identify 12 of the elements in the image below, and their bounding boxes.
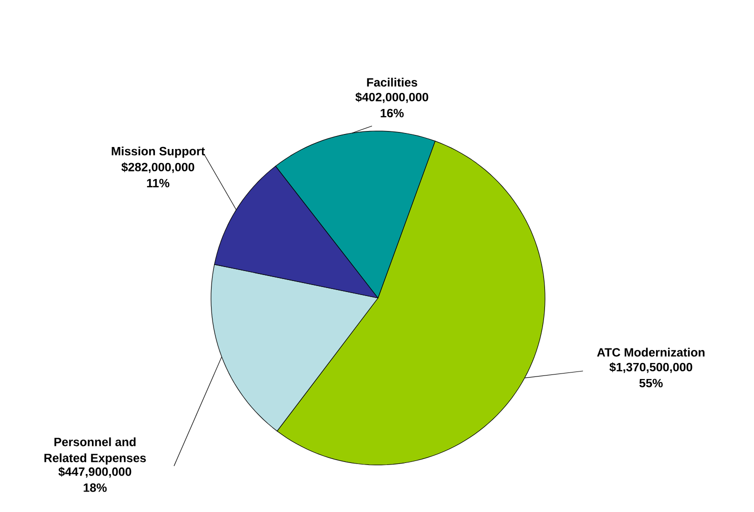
data-label: $402,000,000 [355,92,428,104]
data-label: $1,370,500,000 [609,362,692,374]
data-label: $282,000,000 [121,162,194,174]
text: 16% [380,108,404,118]
text: 55% [639,378,663,388]
slice-label: Facilities [367,78,418,87]
text: 18% [84,483,107,492]
data-label: $447,900,000 [58,466,132,478]
slice-label: ATC Modernization [597,348,704,357]
slice-label: Personnel and Related Expenses [44,437,146,465]
text: 11% [147,178,170,188]
slice-label: Mission Support [112,146,205,158]
